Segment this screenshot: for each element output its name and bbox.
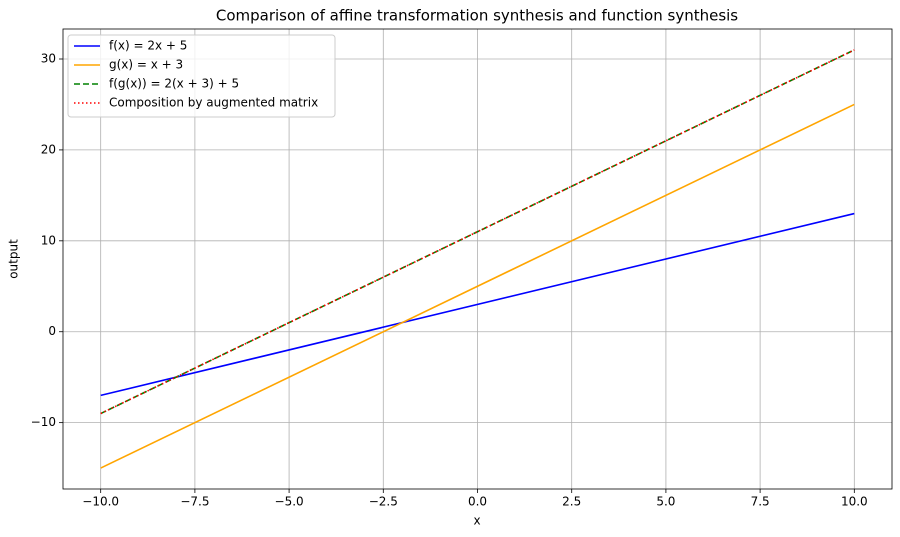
legend: f(x) = 2x + 5 g(x) = x + 3 f(g(x)) = 2(x +… (67, 34, 336, 118)
series-line (100, 103, 855, 469)
y-axis-label: output (7, 239, 21, 279)
x-tick-label: 5.0 (656, 495, 675, 509)
series-line (100, 49, 855, 415)
x-tick-label: 2.5 (562, 495, 581, 509)
chart-title: Comparison of affine transformation synt… (216, 7, 738, 25)
legend-label: f(g(x)) = 2(x + 3) + 5 (109, 77, 239, 91)
y-tick-label: 10 (41, 233, 56, 247)
x-tick-label: 7.5 (751, 495, 770, 509)
series-line (100, 212, 855, 397)
y-tick-label: 30 (41, 52, 56, 66)
x-axis-label: x (473, 514, 480, 528)
x-tick-label: −7.5 (180, 495, 209, 509)
x-tick-label: −5.0 (275, 495, 304, 509)
x-tick-label: 0.0 (468, 495, 487, 509)
y-tick-label: 20 (41, 142, 56, 156)
y-tick-label: 0 (48, 324, 56, 338)
legend-label: Composition by augmented matrix (109, 96, 318, 110)
legend-box (67, 34, 336, 118)
x-tick-label: −10.0 (82, 495, 119, 509)
y-tick-label: −10 (31, 415, 56, 429)
legend-label: f(x) = 2x + 5 (109, 39, 187, 53)
plot-frame (62, 28, 893, 490)
x-tick-label: 10.0 (841, 495, 868, 509)
legend-label: g(x) = x + 3 (109, 58, 183, 72)
x-tick-label: −2.5 (369, 495, 398, 509)
